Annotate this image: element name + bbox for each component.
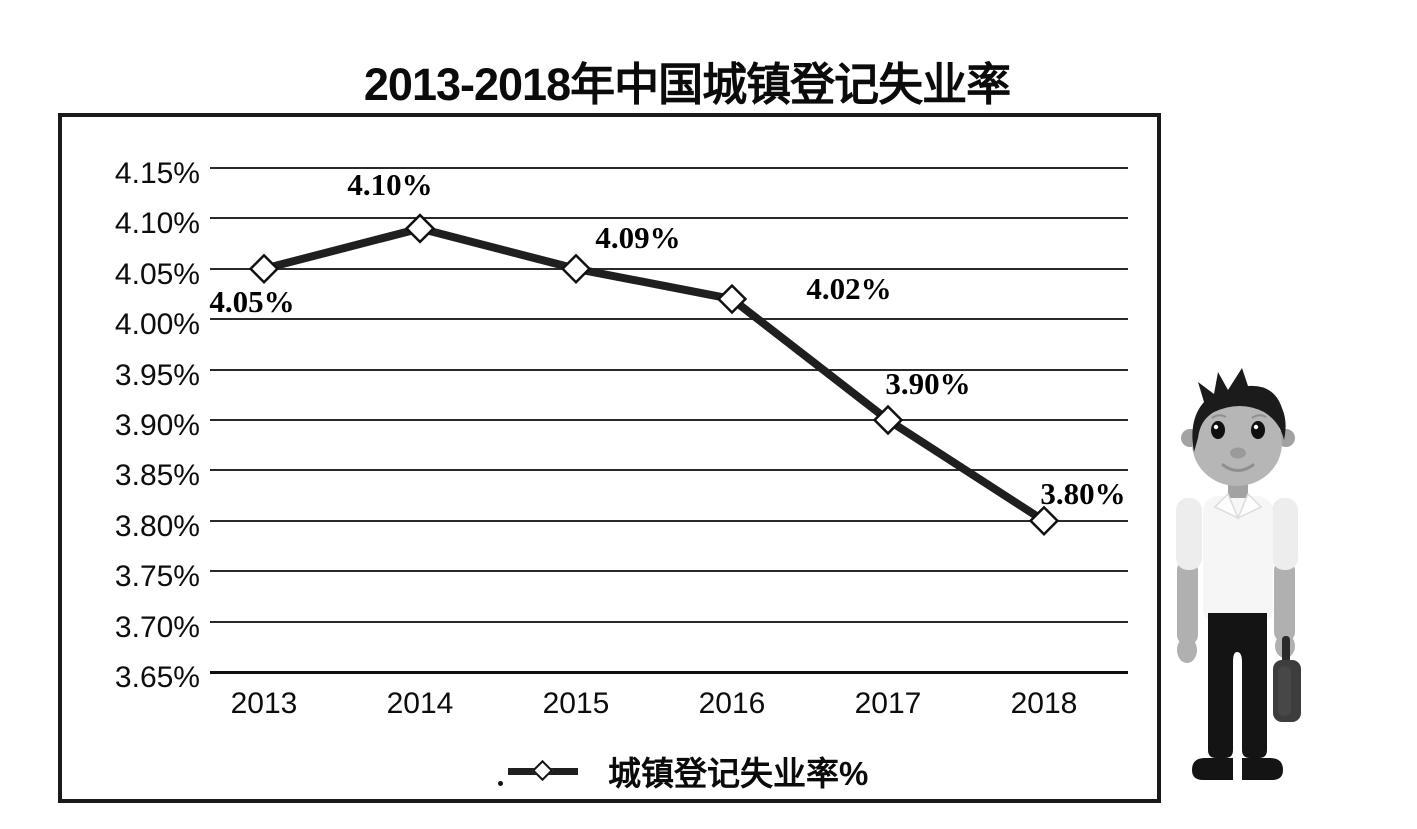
y-tick-label: 3.75% bbox=[114, 560, 200, 594]
y-tick-label: 3.80% bbox=[114, 509, 200, 543]
x-tick-label: 2016 bbox=[698, 687, 766, 720]
y-tick-label: 3.85% bbox=[114, 459, 200, 493]
person-left-arm bbox=[1177, 560, 1198, 645]
y-tick-label: 3.65% bbox=[114, 661, 200, 694]
data-label: 3.80% bbox=[1040, 475, 1126, 511]
gridline bbox=[210, 368, 1128, 371]
person-right-arm bbox=[1274, 560, 1295, 642]
person-eye bbox=[1211, 421, 1225, 439]
businessman-illustration bbox=[1176, 368, 1301, 780]
gridline bbox=[210, 519, 1128, 522]
person-collar bbox=[1213, 492, 1240, 520]
y-tick-label: 4.00% bbox=[114, 308, 200, 342]
diamond-marker bbox=[716, 283, 748, 315]
plot-area: 4.15% 4.10% 4.05% 4.00% 3.95% 3.90% 3.85% 3.80%… bbox=[58, 113, 1161, 803]
legend-line-diamond-icon bbox=[508, 759, 578, 783]
person-shirt bbox=[1203, 496, 1273, 620]
person-left-hand bbox=[1177, 637, 1197, 663]
y-tick-label: 3.70% bbox=[114, 610, 200, 644]
y-tick-label: 4.10% bbox=[114, 207, 200, 241]
data-label: 3.90% bbox=[885, 366, 971, 401]
gridline bbox=[210, 469, 1128, 472]
briefcase-handle-icon bbox=[1282, 636, 1290, 664]
gridline bbox=[210, 217, 1128, 220]
data-label: 4.09% bbox=[595, 219, 681, 255]
person-eyebrow bbox=[1211, 414, 1227, 419]
x-tick-label: 2018 bbox=[1010, 687, 1078, 720]
x-tick-label: 2017 bbox=[854, 687, 922, 720]
person-nose bbox=[1230, 447, 1246, 459]
x-tick-label: 2014 bbox=[386, 687, 454, 720]
y-tick-label: 3.90% bbox=[114, 409, 200, 442]
person-pants bbox=[1208, 613, 1267, 758]
person-left-sleeve bbox=[1176, 498, 1202, 570]
gridline bbox=[210, 570, 1128, 573]
gridline bbox=[210, 620, 1128, 623]
legend: 城镇登记失业率% bbox=[498, 751, 868, 792]
gridline bbox=[210, 318, 1128, 321]
x-tick-label: 2013 bbox=[230, 687, 298, 720]
x-tick-label: 2015 bbox=[542, 687, 610, 720]
y-tick-label: 4.05% bbox=[114, 257, 200, 291]
person-right-sleeve bbox=[1272, 498, 1298, 570]
y-tick-label: 4.15% bbox=[114, 157, 200, 190]
data-label: 4.02% bbox=[806, 271, 892, 307]
gridline bbox=[210, 267, 1128, 270]
person-left-shoe bbox=[1192, 758, 1233, 780]
chart-title: 2013-2018年中国城镇登记失业率 bbox=[363, 59, 1011, 110]
gridline bbox=[210, 419, 1128, 421]
legend-stray-dot bbox=[498, 780, 503, 786]
person-hair bbox=[1192, 368, 1286, 452]
data-label: 4.05% bbox=[209, 283, 295, 319]
legend-label: 城镇登记失业率% bbox=[608, 755, 869, 792]
person-mouth bbox=[1221, 463, 1255, 472]
gridline bbox=[210, 671, 1128, 674]
gridline bbox=[210, 167, 1128, 169]
person-right-shoe bbox=[1242, 758, 1283, 780]
y-tick-label: 3.95% bbox=[114, 358, 200, 392]
data-label: 4.10% bbox=[347, 167, 433, 203]
